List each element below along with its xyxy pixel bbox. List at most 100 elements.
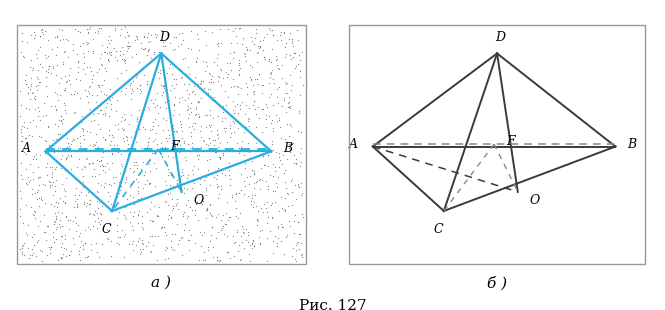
Point	[141, 145, 152, 150]
Point	[243, 230, 253, 235]
Point	[102, 227, 112, 232]
Point	[21, 152, 31, 157]
Point	[24, 177, 35, 182]
Point	[207, 74, 217, 79]
Point	[74, 258, 85, 263]
Point	[192, 32, 202, 37]
Point	[130, 135, 141, 140]
Point	[115, 162, 126, 167]
Point	[198, 250, 209, 255]
Point	[170, 146, 180, 151]
Point	[158, 68, 168, 73]
Point	[293, 37, 303, 42]
Point	[247, 39, 257, 44]
Point	[27, 91, 37, 95]
Point	[123, 46, 134, 51]
Point	[177, 235, 188, 240]
Point	[253, 50, 263, 55]
Point	[186, 101, 196, 106]
Point	[171, 34, 182, 39]
Point	[124, 43, 135, 48]
Point	[297, 252, 308, 257]
Point	[211, 235, 221, 240]
Point	[69, 109, 80, 114]
Point	[217, 151, 228, 156]
Point	[221, 103, 231, 108]
Point	[21, 180, 31, 185]
Point	[178, 38, 189, 43]
Point	[72, 60, 83, 65]
Point	[252, 223, 263, 228]
Point	[221, 75, 232, 80]
Point	[117, 163, 128, 168]
Point	[135, 91, 146, 96]
Point	[262, 31, 273, 36]
Point	[88, 48, 98, 53]
Point	[246, 168, 257, 173]
Point	[229, 120, 239, 125]
Point	[243, 149, 254, 154]
Point	[247, 89, 258, 94]
Text: B: B	[627, 138, 636, 151]
Point	[112, 228, 122, 233]
Point	[275, 157, 285, 162]
Point	[90, 30, 100, 35]
Point	[281, 234, 291, 239]
Point	[196, 244, 207, 249]
Point	[29, 107, 40, 112]
Point	[180, 222, 190, 227]
Point	[200, 59, 211, 64]
Point	[100, 66, 110, 71]
Point	[19, 125, 29, 130]
Point	[145, 193, 156, 198]
Point	[233, 126, 243, 131]
Point	[293, 219, 304, 224]
Point	[176, 173, 187, 178]
Point	[277, 153, 288, 158]
Point	[63, 143, 74, 148]
Point	[151, 131, 162, 135]
Point	[289, 230, 299, 235]
Point	[152, 111, 163, 116]
Point	[25, 58, 36, 63]
Point	[144, 107, 154, 112]
Point	[294, 58, 305, 63]
Point	[52, 62, 63, 67]
Point	[82, 225, 93, 230]
Point	[84, 83, 95, 88]
Point	[187, 144, 198, 149]
Point	[84, 27, 94, 32]
Point	[65, 218, 76, 223]
Point	[147, 151, 158, 156]
Point	[138, 241, 148, 246]
Point	[87, 161, 98, 166]
Point	[55, 119, 66, 124]
Point	[267, 103, 278, 108]
Point	[95, 211, 106, 216]
Point	[21, 182, 32, 187]
Point	[94, 171, 105, 176]
Point	[204, 113, 215, 118]
Point	[233, 190, 244, 195]
Point	[235, 146, 245, 151]
Point	[212, 166, 223, 171]
Point	[51, 165, 61, 170]
Point	[243, 182, 254, 187]
Point	[83, 161, 94, 166]
Point	[200, 208, 211, 213]
Point	[257, 91, 267, 95]
Point	[88, 112, 98, 117]
Point	[265, 71, 276, 76]
Point	[47, 229, 58, 234]
Point	[126, 112, 136, 117]
Point	[21, 232, 32, 237]
Point	[49, 150, 59, 155]
Point	[201, 208, 212, 213]
Point	[205, 71, 215, 76]
Point	[191, 59, 201, 64]
Point	[228, 99, 239, 104]
Point	[99, 78, 110, 83]
Point	[35, 28, 46, 33]
Point	[92, 82, 103, 87]
Point	[271, 58, 282, 63]
